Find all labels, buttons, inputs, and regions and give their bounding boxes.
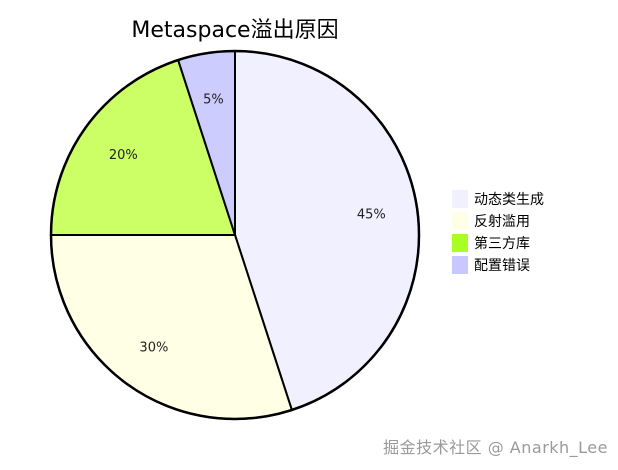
legend-item-config-error: 配置错误 [452, 254, 544, 276]
pie-slice-label-dynamic-class: 45% [357, 207, 386, 222]
legend-item-third-party: 第三方库 [452, 232, 544, 254]
pie-slice-label-reflection: 30% [139, 341, 168, 356]
legend-label: 配置错误 [474, 258, 530, 274]
legend-item-dynamic-class: 动态类生成 [452, 188, 544, 210]
legend-swatch [452, 256, 468, 274]
watermark: 掘金技术社区 @ Anarkh_Lee [383, 438, 608, 457]
chart-title: Metaspace溢出原因 [131, 18, 339, 43]
legend: 动态类生成 反射滥用 第三方库 配置错误 [452, 188, 544, 276]
pie-slice-label-config-error: 5% [203, 93, 224, 108]
legend-label: 第三方库 [474, 236, 530, 252]
legend-swatch [452, 190, 468, 208]
legend-swatch [452, 234, 468, 252]
pie-slice-label-third-party: 20% [109, 148, 138, 163]
legend-item-reflection: 反射滥用 [452, 210, 544, 232]
legend-label: 反射滥用 [474, 214, 530, 230]
pie-slices [49, 49, 420, 420]
pie-slice-labels: 45% 30% 20% 5% [109, 93, 386, 356]
legend-label: 动态类生成 [474, 192, 544, 208]
legend-swatch [452, 212, 468, 230]
pie-outline [49, 49, 421, 421]
